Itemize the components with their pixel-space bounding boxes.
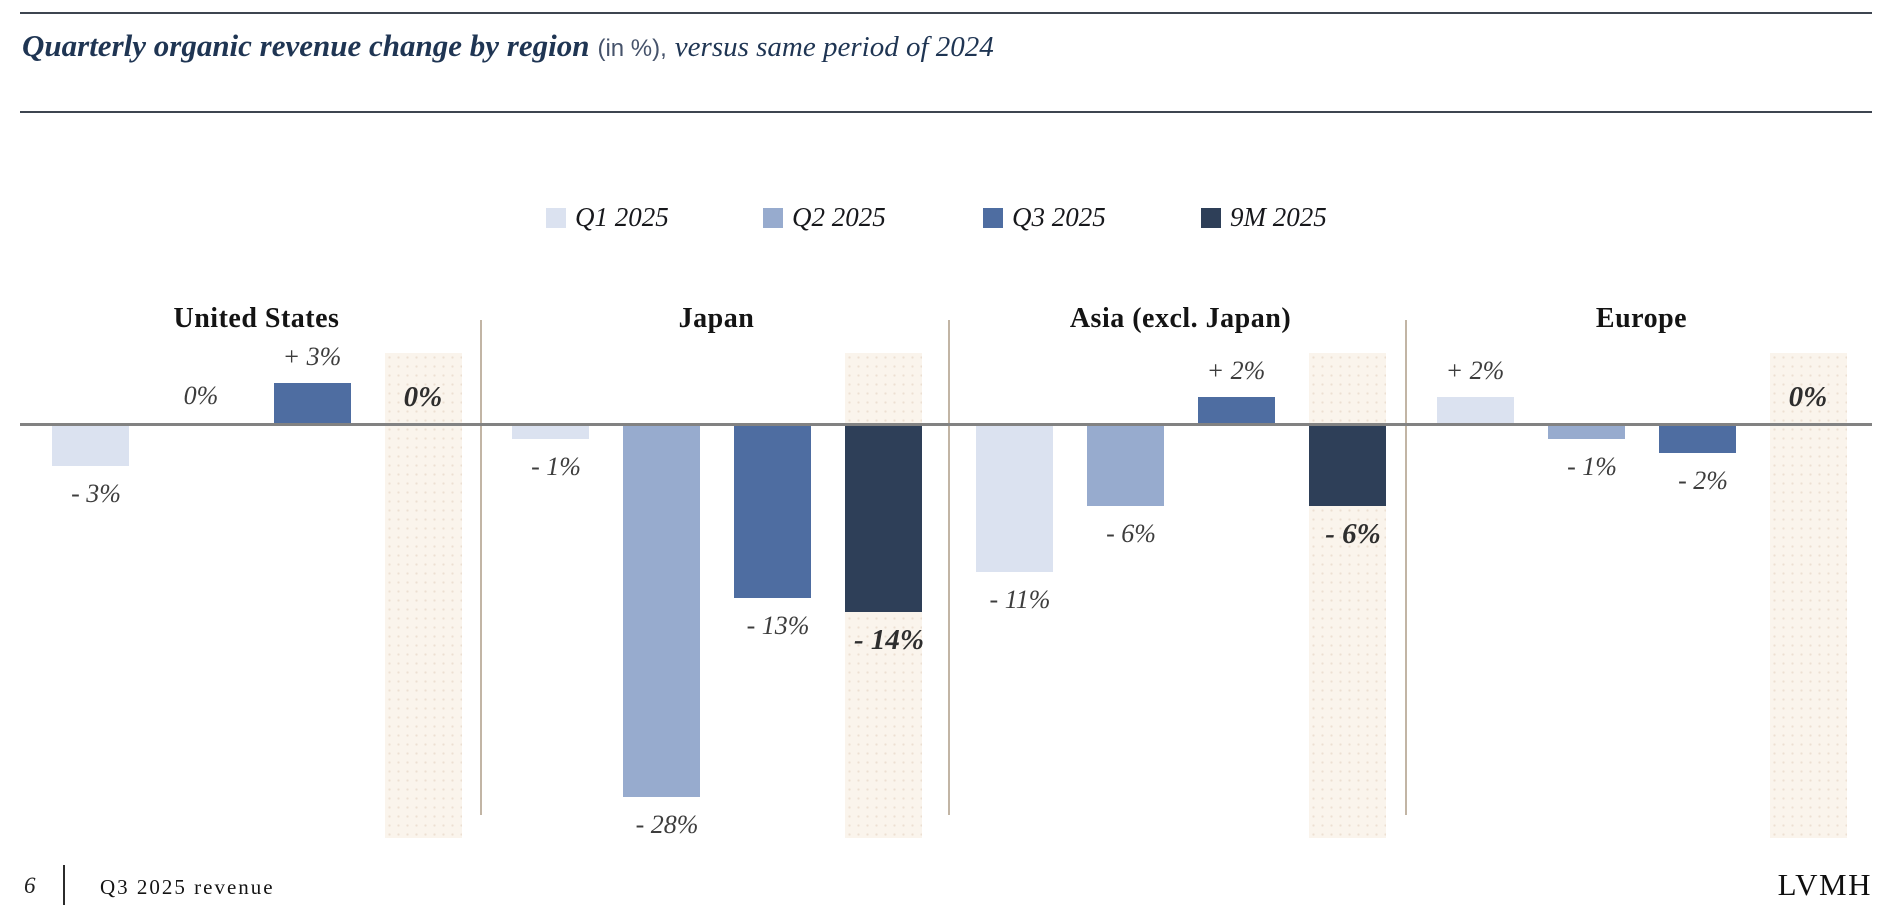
legend-item-q2-2025: Q2 2025 [763,204,886,231]
bar-asia-excl-japan-q2-2025 [1086,426,1164,506]
region-title-asia-excl-japan: Asia (excl. Japan) [1069,303,1292,334]
footer: 6 Q3 2025 revenue LVMH [0,861,1890,921]
bar-united-states-q1-2025 [51,426,129,466]
region-title-europe: Europe [1595,303,1688,334]
value-label-united-states-q2-2025: 0% [183,381,219,410]
bar-europe-q3-2025 [1658,426,1736,453]
value-label-united-states-q3-2025: + 3% [282,342,342,372]
lvmh-logo: LVMH [1777,867,1872,902]
bar-europe-q1-2025 [1436,396,1514,423]
x-axis-line [20,423,1872,426]
title-main: Quarterly organic revenue change by regi… [22,28,590,63]
bar-united-states-q3-2025 [273,383,351,423]
page-title: Quarterly organic revenue change by regi… [22,28,1772,64]
value-label-japan-q3-2025: - 13% [746,611,810,641]
title-subtitle: versus same period of 2024 [674,31,994,63]
region-separator [480,320,482,815]
value-label-japan-q2-2025: - 28% [635,810,699,839]
legend-label: 9M 2025 [1230,202,1327,232]
value-label-japan-q1-2025: - 1% [531,452,581,482]
region-separator [948,320,950,815]
bar-japan-9m-2025 [844,426,922,612]
legend-label: Q1 2025 [575,202,669,232]
region-title-united-states: United States [173,303,340,334]
legend-label: Q2 2025 [792,202,886,232]
page-number: 6 [24,873,36,898]
value-label-japan-9m-2025: - 14% [853,623,925,656]
value-label-asia-excl-japan-q1-2025: - 11% [989,584,1051,614]
value-label-asia-excl-japan-q2-2025: - 6% [1106,518,1156,548]
value-label-europe-9m-2025: 0% [1788,381,1828,413]
value-label-asia-excl-japan-q3-2025: + 2% [1206,355,1266,385]
title-unit: (in %), [597,35,667,62]
value-label-europe-q3-2025: - 2% [1678,465,1728,495]
region-separator [1405,320,1407,815]
bar-japan-q3-2025 [733,426,811,599]
highlight-column-united-states [384,353,462,838]
bar-japan-q2-2025 [622,426,700,797]
highlight-column-europe [1769,353,1847,838]
legend-label: Q3 2025 [1012,202,1106,232]
legend-item-9m-2025: 9M 2025 [1201,204,1327,231]
legend-item-q1-2025: Q1 2025 [546,204,669,231]
legend-swatch-icon [763,207,783,228]
legend-item-q3-2025: Q3 2025 [983,204,1106,231]
legend-swatch-icon [983,207,1003,228]
value-label-europe-q2-2025: - 1% [1567,452,1617,482]
value-label-europe-q1-2025: + 2% [1445,355,1505,385]
title-underline-rule [20,111,1872,113]
value-label-united-states-9m-2025: 0% [403,381,443,413]
footer-divider [63,865,65,905]
bar-asia-excl-japan-9m-2025 [1308,426,1386,506]
footer-label: Q3 2025 revenue [100,875,275,899]
bar-asia-excl-japan-q1-2025 [975,426,1053,572]
bar-asia-excl-japan-q3-2025 [1197,396,1275,423]
legend-swatch-icon [546,207,566,228]
value-label-united-states-q1-2025: - 3% [71,478,121,508]
value-label-asia-excl-japan-9m-2025: - 6% [1325,517,1381,550]
bar-japan-q1-2025 [511,426,589,440]
legend-swatch-icon [1201,207,1221,228]
bar-europe-q2-2025 [1547,426,1625,440]
top-rule [20,12,1872,14]
region-title-japan: Japan [678,303,755,334]
